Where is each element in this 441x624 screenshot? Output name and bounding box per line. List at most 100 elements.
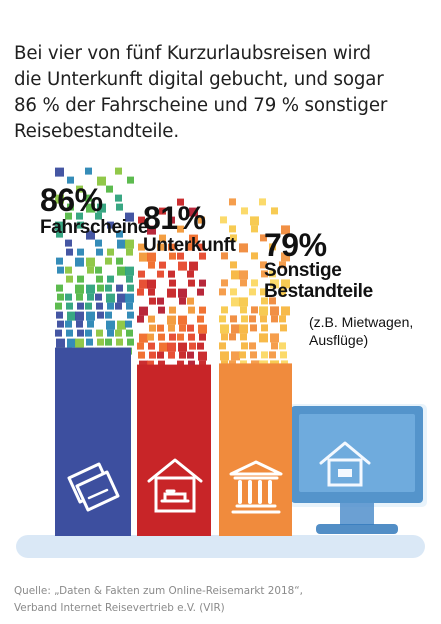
data-pixel bbox=[229, 333, 236, 341]
data-pixel bbox=[125, 293, 134, 303]
data-pixel bbox=[57, 320, 64, 328]
data-pixel bbox=[261, 270, 268, 278]
data-pixel bbox=[239, 243, 248, 253]
data-pixel bbox=[219, 342, 226, 350]
category-label-0-0: Fahrscheine bbox=[40, 217, 148, 238]
data-pixel bbox=[66, 275, 73, 283]
data-pixel bbox=[251, 306, 258, 314]
data-pixel bbox=[139, 279, 148, 289]
data-pixel bbox=[76, 212, 83, 220]
house-body bbox=[327, 458, 363, 487]
data-pixel bbox=[231, 324, 240, 334]
data-pixel bbox=[239, 351, 246, 359]
data-pixel bbox=[198, 351, 207, 361]
data-pixel bbox=[107, 329, 114, 337]
data-pixel bbox=[187, 324, 194, 332]
data-pixel bbox=[269, 351, 276, 359]
data-pixel bbox=[125, 266, 134, 276]
data-pixel bbox=[105, 311, 112, 319]
data-pixel bbox=[239, 324, 248, 334]
data-pixel bbox=[95, 266, 102, 274]
data-pixel bbox=[281, 225, 290, 235]
data-pixel bbox=[259, 333, 268, 343]
data-pixel bbox=[107, 275, 114, 283]
data-pixel bbox=[250, 216, 259, 226]
data-pixel bbox=[138, 351, 145, 359]
data-pixel bbox=[230, 234, 237, 242]
note-line-1: Ausflüge) bbox=[309, 332, 368, 348]
data-pixel bbox=[199, 279, 206, 287]
data-pixel bbox=[115, 194, 122, 202]
data-pixel bbox=[157, 351, 164, 359]
data-pixel bbox=[260, 261, 267, 269]
data-pixel bbox=[147, 279, 156, 289]
data-pixel bbox=[221, 333, 228, 341]
ticket-line bbox=[87, 488, 109, 500]
data-pixel bbox=[189, 234, 198, 244]
data-pixel bbox=[55, 194, 64, 204]
data-pixel bbox=[147, 225, 156, 235]
computer-monitor bbox=[289, 404, 427, 534]
data-pixel bbox=[86, 311, 95, 321]
data-pixel bbox=[259, 198, 266, 206]
data-pixel bbox=[56, 311, 63, 319]
data-pixel bbox=[116, 230, 123, 238]
data-pixel bbox=[127, 338, 134, 346]
data-pixel bbox=[189, 207, 198, 217]
data-pixel bbox=[177, 252, 184, 260]
data-pixel bbox=[147, 252, 156, 262]
data-pixel bbox=[187, 243, 194, 251]
data-pixel bbox=[260, 234, 267, 242]
data-pixel bbox=[87, 320, 94, 328]
data-pixel bbox=[57, 266, 64, 274]
data-pixel bbox=[280, 324, 287, 332]
data-pixel bbox=[106, 185, 113, 193]
data-pixel bbox=[105, 257, 112, 265]
value-label-2: 79% bbox=[264, 227, 327, 263]
headline-line-3: 86 % der Fahrscheine und 79 % sonstiger bbox=[14, 95, 388, 116]
data-pixel bbox=[169, 306, 176, 314]
note-line-0: (z.B. Mietwagen, bbox=[309, 314, 413, 330]
data-pixel bbox=[87, 293, 94, 301]
data-pixel bbox=[147, 360, 154, 368]
data-pixel bbox=[158, 333, 165, 341]
data-pixel bbox=[269, 243, 276, 251]
data-pixel bbox=[159, 207, 166, 215]
data-pixel bbox=[250, 351, 257, 359]
data-pixel bbox=[221, 252, 228, 260]
data-pixel bbox=[177, 333, 184, 341]
data-pixel bbox=[96, 275, 103, 283]
data-pixel bbox=[149, 297, 156, 305]
data-pixel bbox=[85, 167, 92, 175]
data-pixel bbox=[240, 306, 247, 314]
data-pixel bbox=[65, 239, 72, 247]
data-pixel bbox=[157, 324, 164, 332]
data-pixel bbox=[271, 342, 278, 350]
data-pixel bbox=[260, 288, 267, 296]
data-pixel bbox=[198, 324, 207, 334]
data-pixel bbox=[251, 252, 258, 260]
data-pixel bbox=[259, 306, 268, 316]
ticket-icon bbox=[67, 462, 120, 512]
data-pixel bbox=[197, 315, 204, 323]
data-pixel bbox=[197, 342, 204, 350]
data-pixel bbox=[67, 176, 74, 184]
bed-roof bbox=[147, 458, 203, 483]
data-pixel bbox=[86, 257, 95, 267]
data-pixel bbox=[148, 315, 155, 323]
data-pixel bbox=[126, 329, 133, 337]
monitor-neck bbox=[340, 503, 374, 525]
headline-line-2: die Unterkunft digital gebucht, und soga… bbox=[14, 69, 384, 90]
data-pixel bbox=[96, 302, 103, 310]
data-pixel bbox=[219, 288, 226, 296]
data-pixel bbox=[127, 176, 134, 184]
category-label-2-1: Bestandteile bbox=[264, 281, 373, 302]
data-pixel bbox=[157, 243, 164, 251]
data-pixel bbox=[147, 333, 154, 341]
data-pixel bbox=[76, 320, 83, 328]
data-pixel bbox=[177, 360, 184, 368]
data-pixel bbox=[187, 297, 194, 305]
data-pixel bbox=[116, 338, 123, 346]
data-pixel bbox=[127, 284, 134, 292]
